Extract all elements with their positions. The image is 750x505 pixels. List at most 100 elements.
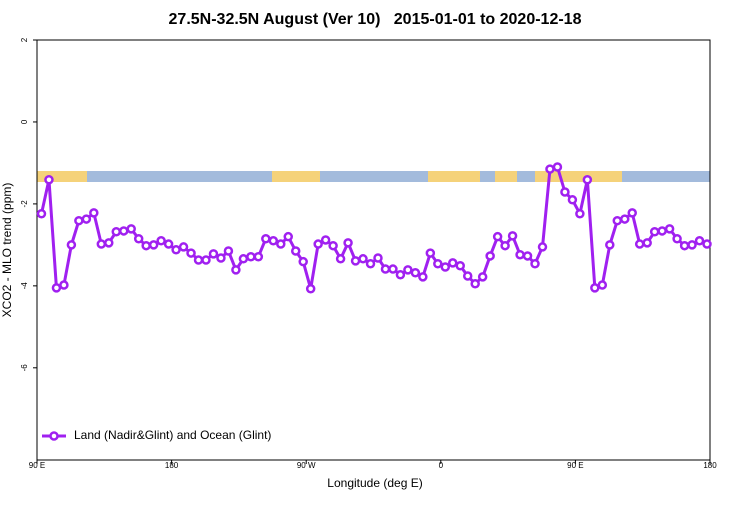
data-point [208, 249, 219, 259]
data-point [343, 238, 353, 248]
data-point [358, 254, 368, 264]
data-point [156, 236, 166, 246]
data-point [268, 236, 279, 246]
data-point [104, 238, 114, 248]
data-point [388, 264, 398, 274]
data-point [530, 258, 540, 269]
data-point [522, 251, 533, 261]
data-point [470, 279, 480, 289]
data-point [462, 271, 473, 281]
y-tick-label: -4 [20, 282, 29, 290]
legend-label: Land (Nadir&Glint) and Ocean (Glint) [74, 428, 271, 442]
data-point [178, 242, 189, 252]
data-point [605, 240, 615, 250]
data-point [118, 226, 129, 236]
data-point [283, 231, 294, 242]
data-point [418, 272, 428, 282]
data-point [515, 249, 525, 260]
data-point [672, 233, 682, 244]
data-point [679, 240, 690, 251]
data-point [238, 254, 249, 264]
data-point [545, 164, 555, 174]
data-point [126, 224, 136, 234]
data-point [313, 239, 323, 249]
data-point [350, 256, 361, 266]
y-tick-label: 2 [20, 37, 29, 42]
surface-band [37, 171, 710, 182]
x-tick-label: 180 [165, 461, 179, 470]
data-point [380, 264, 391, 274]
data-point [201, 255, 211, 265]
land-band [272, 171, 320, 182]
data-point [96, 239, 107, 249]
land-band [495, 171, 517, 182]
data-point [485, 251, 495, 261]
data-point [694, 236, 705, 246]
data-point [89, 208, 99, 218]
x-tick-label: 180 [703, 461, 717, 470]
land-band [428, 171, 480, 182]
ocean-band [37, 171, 710, 182]
data-point [455, 261, 465, 271]
data-point [171, 245, 181, 255]
data-point [231, 265, 241, 275]
land-band [535, 171, 622, 182]
data-point [403, 265, 413, 275]
data-point [477, 272, 488, 282]
y-axis-label: XCO2 - MLO trend (ppm) [0, 183, 14, 318]
data-point [111, 227, 122, 237]
data-point [148, 240, 159, 250]
x-axis-label: Longitude (deg E) [327, 476, 422, 490]
data-point [492, 231, 503, 242]
data-point [36, 208, 47, 219]
data-point [290, 246, 301, 256]
data-point [612, 215, 623, 226]
data-point [410, 267, 421, 278]
y-tick-label: 0 [20, 119, 29, 124]
data-point [305, 283, 316, 294]
data-point [276, 239, 286, 249]
data-point [500, 240, 510, 251]
data-point [335, 254, 346, 264]
data-point [66, 240, 77, 250]
data-point [44, 174, 54, 185]
data-point [193, 255, 204, 265]
data-point [649, 227, 660, 237]
chart-title: 27.5N-32.5N August (Ver 10) 2015-01-01 t… [169, 11, 582, 28]
plot-frame [36, 39, 711, 461]
data-point [552, 162, 563, 172]
data-point [141, 240, 151, 251]
data-point [507, 231, 518, 241]
legend-marker [49, 431, 59, 441]
y-tick-label: -2 [20, 200, 29, 208]
data-point [186, 248, 196, 258]
data-point [597, 280, 608, 290]
land-band [37, 171, 87, 182]
data-point [440, 262, 451, 272]
x-tick-label: 90 W [297, 461, 316, 470]
data-point [320, 235, 331, 245]
data-point [642, 238, 652, 248]
y-tick-label: -6 [20, 364, 29, 372]
data-point [664, 224, 675, 234]
data-point [223, 246, 234, 256]
data-point [567, 195, 578, 205]
data-point [395, 270, 406, 280]
data-point [433, 258, 443, 269]
data-point [261, 233, 271, 244]
data-point [59, 280, 69, 290]
data-point [216, 253, 226, 263]
data-point [634, 239, 645, 249]
data-point [51, 283, 62, 293]
data-point [425, 248, 436, 258]
data-point [448, 258, 458, 268]
data-point [537, 242, 548, 252]
data-point [657, 226, 667, 236]
x-tick-label: 0 [439, 461, 444, 470]
data-point [253, 252, 264, 262]
data-point [627, 208, 637, 218]
data-point [373, 253, 383, 263]
data-point [328, 240, 338, 251]
